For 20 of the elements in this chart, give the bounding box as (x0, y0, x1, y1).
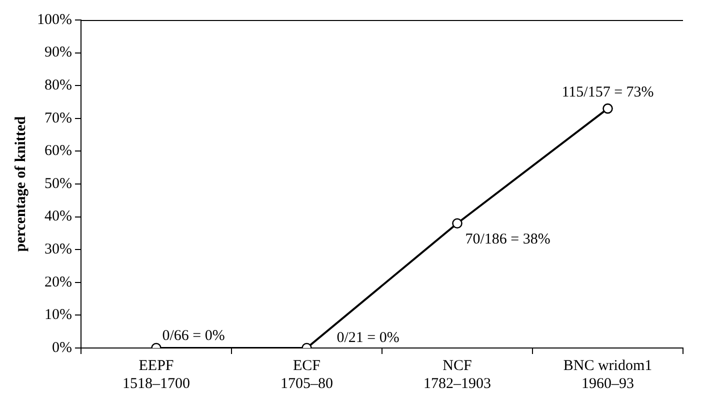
y-axis-title: percentage of knitted (12, 116, 29, 252)
y-tick-label: 0% (52, 340, 72, 356)
x-tick-label: ECF 1705–80 (280, 358, 333, 392)
y-tick-label: 70% (44, 110, 72, 126)
y-tick-label: 30% (44, 242, 72, 258)
data-label: 0/66 = 0% (162, 328, 225, 344)
y-tick-label: 50% (44, 176, 72, 192)
data-label: 70/186 = 38% (465, 231, 550, 248)
y-tick-label: 10% (44, 307, 72, 324)
x-tick-label: NCF 1782–1903 (424, 358, 491, 392)
y-tick-label: 90% (44, 44, 72, 61)
x-tick-label: BNC wridom1 1960–93 (563, 358, 652, 392)
y-tick-label: 40% (44, 208, 72, 225)
x-tick-label: EEPF 1518–1700 (122, 358, 190, 392)
y-tick-label: 100% (36, 12, 72, 28)
data-label: 115/157 = 73% (562, 84, 654, 101)
data-label: 0/21 = 0% (336, 330, 400, 346)
y-tick-label: 60% (44, 143, 72, 160)
y-tick-label: 20% (44, 274, 72, 290)
y-tick-label: 80% (44, 78, 72, 94)
